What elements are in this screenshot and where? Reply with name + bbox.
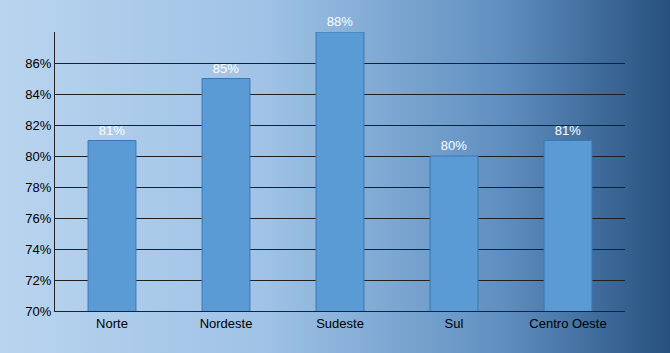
svg-text:76%: 76% <box>25 211 51 226</box>
svg-text:Centro Oeste: Centro Oeste <box>529 316 606 331</box>
svg-text:85%: 85% <box>213 61 239 76</box>
svg-text:84%: 84% <box>25 87 51 102</box>
svg-text:72%: 72% <box>25 273 51 288</box>
svg-text:Sudeste: Sudeste <box>316 316 364 331</box>
svg-text:Nordeste: Nordeste <box>200 316 253 331</box>
svg-text:88%: 88% <box>327 14 353 29</box>
svg-text:70%: 70% <box>25 304 51 319</box>
svg-text:81%: 81% <box>99 123 125 138</box>
svg-text:81%: 81% <box>555 123 581 138</box>
svg-text:Norte: Norte <box>96 316 128 331</box>
svg-text:Sul: Sul <box>445 316 464 331</box>
svg-text:74%: 74% <box>25 242 51 257</box>
svg-text:86%: 86% <box>25 56 51 71</box>
svg-text:80%: 80% <box>25 149 51 164</box>
svg-text:80%: 80% <box>441 138 467 153</box>
svg-text:82%: 82% <box>25 118 51 133</box>
svg-text:78%: 78% <box>25 180 51 195</box>
